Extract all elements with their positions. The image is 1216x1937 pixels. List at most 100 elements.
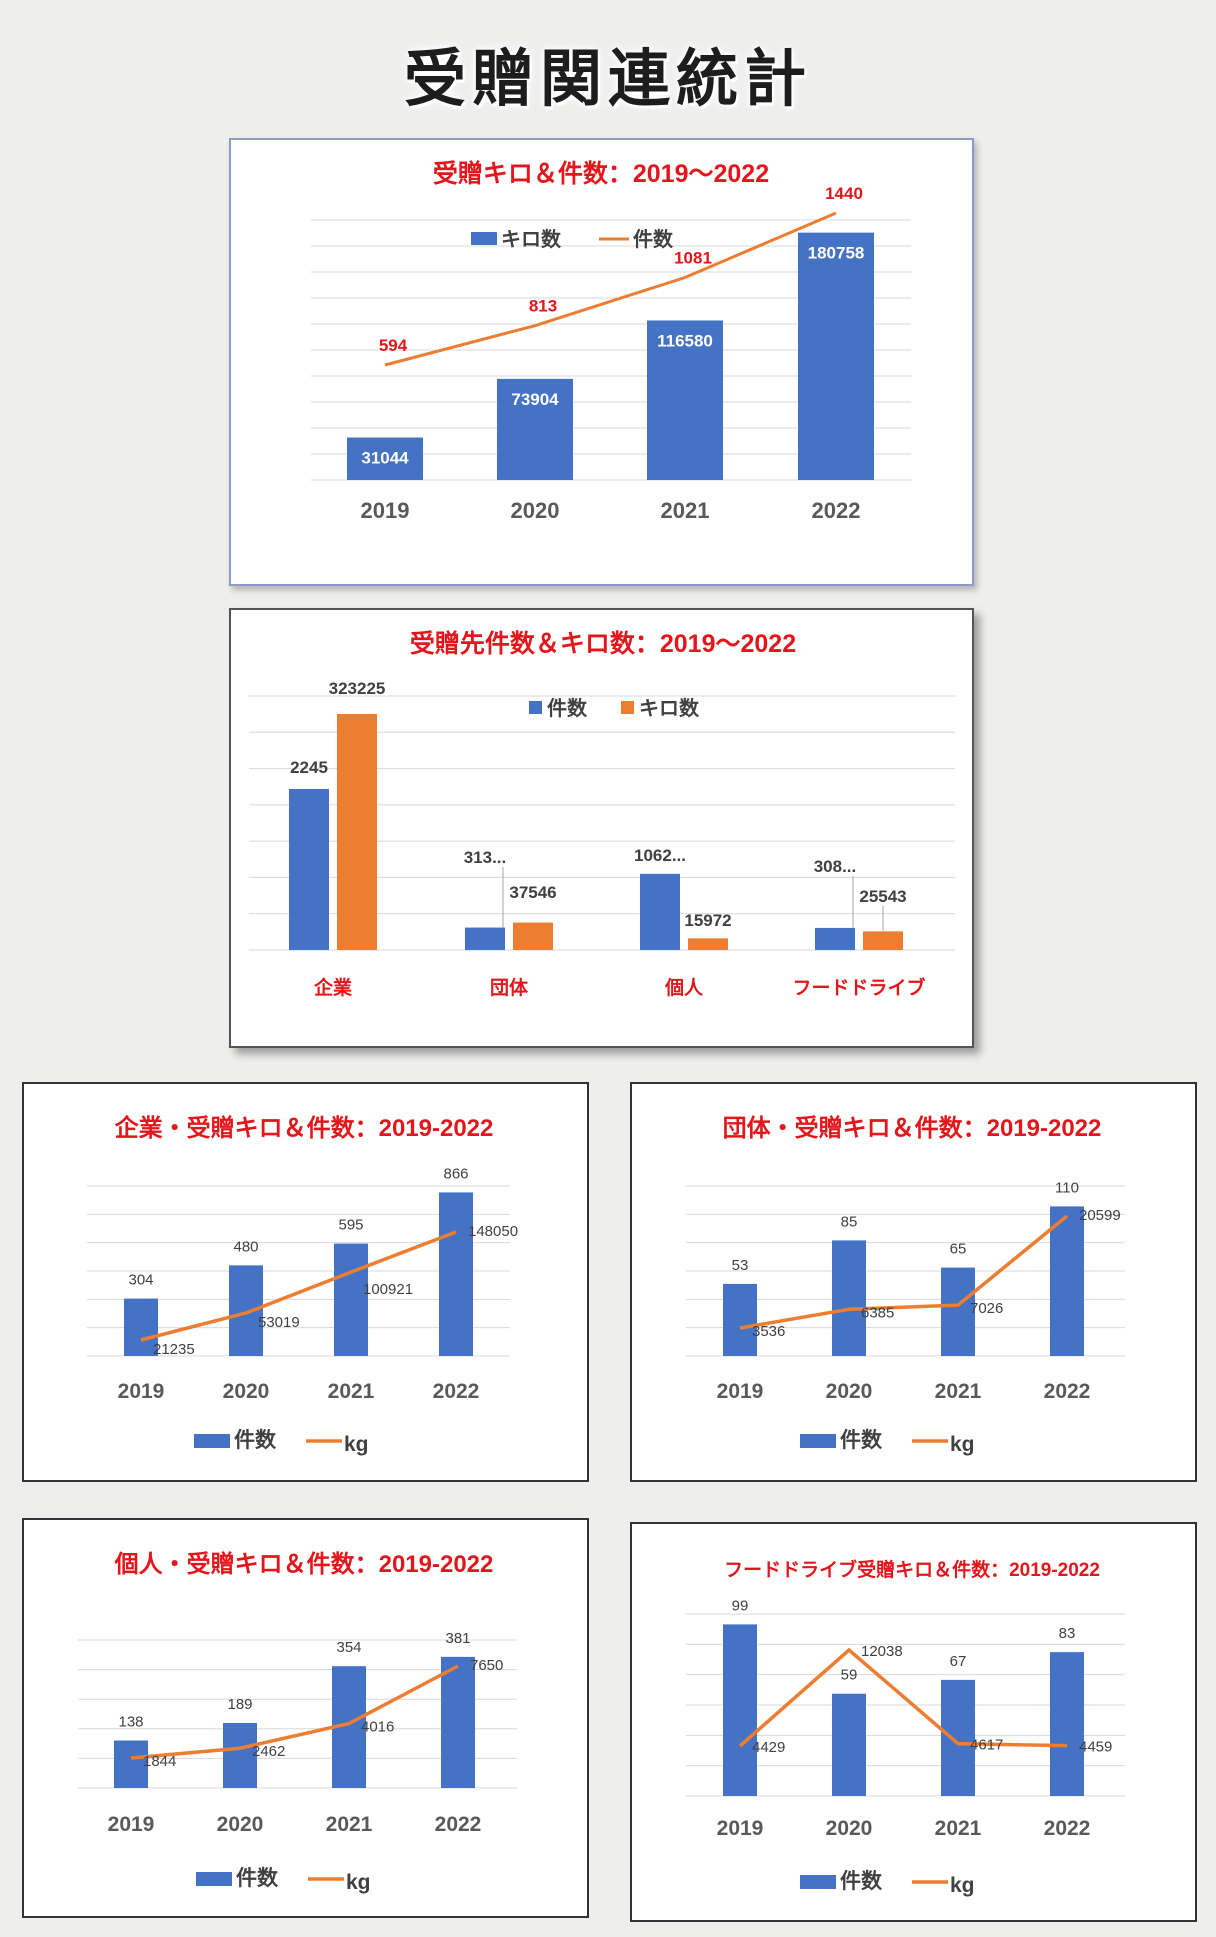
bar-count (640, 873, 680, 950)
x-tick-label: 2022 (433, 1380, 480, 1403)
bar-data-label: 866 (443, 1165, 468, 1182)
x-tick-label: 2021 (326, 1813, 373, 1836)
line-data-label: 4617 (970, 1737, 1003, 1754)
bar-count (941, 1267, 975, 1356)
legend-swatch-count (800, 1875, 836, 1889)
bar-count (289, 789, 329, 950)
bar-data-label: 354 (336, 1639, 361, 1656)
x-tick-label: フードドライブ (792, 976, 925, 999)
legend-label-kg: kg (950, 1433, 975, 1456)
chart-panel-total: 受贈キロ＆件数：2019〜2022 キロ数 件数 31044 73904 116580 18… (229, 138, 974, 586)
bar-data-label: 323225 (329, 679, 386, 698)
bar-count (124, 1298, 158, 1356)
line-data-label: 4429 (752, 1739, 785, 1756)
legend-label-count: 件数 (236, 1867, 279, 1890)
bar-count (723, 1624, 757, 1796)
legend-label-kilos: キロ数 (639, 696, 700, 720)
bar-data-label: 2245 (290, 758, 328, 777)
line-data-label: 813 (529, 297, 557, 316)
series-line-kg (739, 1214, 1069, 1330)
legend-swatch-kilos (621, 701, 634, 714)
x-tick-label: 企業 (313, 976, 353, 999)
x-tick-label: 2020 (217, 1813, 264, 1836)
bar-kilos (863, 931, 903, 950)
bar-data-label: 59 (841, 1667, 858, 1684)
chart-title: フードドライブ受贈キロ＆件数：2019-2022 (724, 1558, 1100, 1581)
line-data-label: 4016 (361, 1719, 394, 1736)
chart-panel-group: 団体・受贈キロ＆件数：2019-2022 53 85 65 110 3536 6385 702… (630, 1082, 1197, 1482)
chart-panel-donors: 受贈先件数＆キロ数：2019〜2022 件数 キロ数 2245 313... 1062..… (229, 608, 974, 1048)
bar-data-label: 25543 (859, 887, 906, 906)
x-tick-label: 2020 (826, 1380, 873, 1403)
line-data-label: 594 (379, 336, 408, 355)
chart-panel-individual: 個人・受贈キロ＆件数：2019-2022 138 189 354 381 1844 2462… (22, 1518, 589, 1918)
legend-label-count: 件数 (840, 1870, 883, 1893)
x-tick-label: 2021 (935, 1817, 982, 1840)
bar-data-label: 116580 (657, 331, 713, 350)
legend-label-count: 件数 (840, 1429, 883, 1452)
bar-count (441, 1656, 475, 1788)
line-data-label: 7026 (970, 1300, 1003, 1317)
series-line-kg (738, 1647, 1068, 1748)
x-tick-label: 2020 (511, 498, 560, 523)
legend-label-kilos: キロ数 (501, 227, 562, 251)
bar-count (114, 1740, 148, 1788)
legend-label-kg: kg (950, 1874, 975, 1897)
legend-swatch-count (529, 701, 542, 714)
chart-panel-fooddrive: フードドライブ受贈キロ＆件数：2019-2022 99 59 67 83 4429 1203… (630, 1522, 1197, 1922)
bar-count (439, 1192, 473, 1356)
legend-label-kg: kg (344, 1433, 369, 1456)
bar-count (334, 1243, 368, 1356)
x-tick-label: 2021 (661, 498, 710, 523)
bar-data-label: 313... (464, 848, 507, 867)
bar-data-label: 110 (1055, 1179, 1079, 1196)
x-tick-label: 2021 (328, 1380, 375, 1403)
x-tick-label: 2019 (118, 1380, 165, 1403)
legend-label-kg: kg (346, 1871, 371, 1894)
bar-data-label: 308... (814, 857, 857, 876)
chart-title: 受贈キロ＆件数：2019〜2022 (433, 159, 769, 188)
legend-label-count: 件数 (547, 696, 588, 720)
x-tick-label: 2021 (935, 1380, 982, 1403)
bar-data-label: 67 (950, 1653, 967, 1670)
bar (798, 232, 874, 480)
x-tick-label: 2022 (1044, 1817, 1091, 1840)
bar-data-label: 83 (1059, 1625, 1076, 1642)
legend-swatch-kilos (471, 232, 497, 245)
bar-count (1050, 1652, 1084, 1796)
bar-data-label: 15972 (684, 911, 731, 930)
line-data-label: 2462 (252, 1743, 285, 1760)
bar-count (941, 1679, 975, 1796)
x-tick-label: 2019 (361, 498, 410, 523)
x-tick-label: 2019 (717, 1380, 764, 1403)
bar-data-label: 189 (227, 1696, 252, 1713)
line-data-label: 3536 (752, 1323, 785, 1340)
bar-count (465, 927, 505, 950)
bar-data-label: 381 (445, 1630, 470, 1647)
bar-count (723, 1283, 757, 1356)
bar-data-label: 595 (338, 1217, 363, 1234)
x-tick-label: 2020 (223, 1380, 270, 1403)
bar-data-label: 480 (233, 1238, 258, 1255)
bar (647, 320, 723, 480)
line-data-label: 148050 (468, 1223, 518, 1240)
bar-data-label: 138 (118, 1714, 143, 1731)
bar-data-label: 73904 (511, 390, 559, 409)
bar-kilos (337, 714, 377, 950)
bar-data-label: 1062... (634, 846, 686, 865)
x-tick-label: 2022 (435, 1813, 482, 1836)
bar-count (832, 1240, 866, 1356)
line-data-label: 6385 (861, 1304, 894, 1321)
chart-title: 受贈先件数＆キロ数：2019〜2022 (410, 629, 796, 658)
line-data-label: 1440 (825, 184, 863, 203)
chart-group-svg: 団体・受贈キロ＆件数：2019-2022 53 85 65 110 3536 6385 702… (686, 1114, 1125, 1456)
page-title: 受贈関連統計 (403, 42, 812, 115)
chart-individual-svg: 個人・受贈キロ＆件数：2019-2022 138 189 354 381 1844 2462… (78, 1550, 517, 1894)
chart-panel-company: 企業・受贈キロ＆件数：2019-2022 304 480 595 866 21235 530… (22, 1082, 589, 1482)
line-data-label: 100921 (363, 1281, 413, 1298)
series-line-count (384, 211, 837, 367)
x-tick-label: 2022 (812, 498, 861, 523)
series-line-kg (140, 1230, 457, 1342)
x-tick-label: 2022 (1044, 1380, 1091, 1403)
chart-title: 団体・受贈キロ＆件数：2019-2022 (723, 1114, 1102, 1142)
